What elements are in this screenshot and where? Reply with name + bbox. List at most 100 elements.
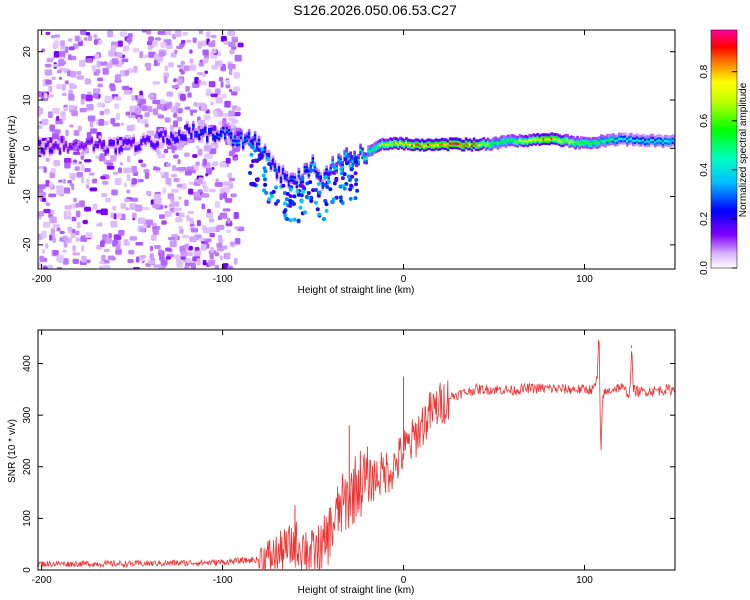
spectrogram-cell	[92, 203, 98, 210]
spectrogram-cell	[359, 143, 362, 147]
spectrogram-cell	[56, 115, 60, 121]
spectrogram-cell	[99, 110, 105, 116]
spectrogram-cell	[237, 140, 241, 144]
spectrogram-cell	[96, 209, 104, 214]
spectrogram-cell	[144, 139, 147, 143]
y-tick-label: 100	[22, 510, 33, 527]
spectrogram-cell	[176, 137, 179, 141]
spectrogram-cell	[373, 142, 376, 146]
spectrogram-cell	[586, 143, 589, 147]
spectrogram-cell	[448, 143, 452, 147]
spectrogram-cell	[538, 140, 542, 144]
spectrogram-cell	[417, 143, 420, 147]
spectrogram-cell	[361, 154, 364, 158]
spectrogram-cell	[540, 137, 544, 141]
spectrogram-cell	[106, 146, 110, 150]
spectrogram-cell	[428, 145, 432, 149]
spectrogram-cell	[230, 241, 235, 246]
spectrogram-cell	[134, 151, 137, 155]
spectrogram-cell	[229, 49, 235, 55]
spectrogram-cell	[148, 135, 151, 139]
spectrogram-cell	[339, 159, 342, 163]
spectrogram-cell	[84, 141, 88, 145]
spectrogram-cell	[323, 169, 327, 173]
spectrogram-cell	[231, 136, 235, 140]
spectrogram-cell	[76, 171, 84, 178]
spectrogram-cell	[331, 155, 335, 159]
spectrogram-cell	[504, 138, 508, 142]
spectrogram-cell	[526, 144, 530, 148]
spectrogram-cell	[620, 134, 623, 138]
spectrogram-cell	[598, 142, 601, 146]
spectrogram-cell	[78, 61, 84, 68]
spectrogram-cell	[116, 142, 120, 146]
spectrogram-cell	[100, 143, 104, 147]
spectrogram-cell	[580, 142, 583, 146]
spectrogram-cell	[60, 40, 65, 47]
spectrogram-cell	[218, 76, 224, 82]
spectrogram-cell	[146, 140, 149, 144]
spectrogram-cell	[548, 135, 551, 139]
spectrogram-cell	[574, 144, 577, 148]
spectrogram-cell	[468, 138, 472, 142]
spectrogram-cell	[174, 134, 177, 138]
spectrogram-cell	[438, 138, 442, 142]
spectrogram-cell	[309, 165, 313, 169]
spectrogram-cell	[343, 149, 346, 153]
spectrogram-cell	[334, 178, 339, 183]
spectrogram-cell	[40, 146, 44, 150]
spectrogram-cell	[253, 139, 257, 143]
spectrogram-cell	[207, 125, 211, 129]
spectrogram-cell	[397, 140, 400, 144]
spectrogram-cell	[544, 133, 548, 137]
spectrogram-cell	[588, 141, 591, 145]
spectrogram-cell	[460, 148, 464, 152]
spectrogram-cell	[263, 145, 267, 149]
spectrogram-cell	[117, 40, 123, 47]
spectrogram-cell	[472, 146, 476, 150]
spectrogram-cell	[639, 137, 643, 141]
spectrogram-cell	[152, 167, 161, 171]
spectrogram-cell	[641, 140, 645, 144]
spectrogram-cell	[176, 262, 184, 268]
spectrogram-cell	[60, 135, 64, 139]
spectrogram-cell	[127, 115, 136, 119]
spectrogram-cell	[139, 227, 145, 233]
spectrogram-cell	[126, 125, 134, 132]
spectrogram-cell	[446, 143, 450, 147]
spectrogram-cell	[231, 193, 237, 198]
spectrogram-cell	[645, 141, 649, 145]
spectrogram-cell	[144, 172, 150, 179]
spectrogram-cell	[108, 50, 116, 57]
spectrogram-cell	[44, 142, 48, 146]
spectrogram-cell	[534, 133, 538, 137]
spectrogram-cell	[379, 141, 382, 145]
spectrogram-cell	[140, 138, 143, 142]
spectrogram-cell	[452, 146, 456, 150]
spectrogram-cell	[297, 167, 301, 171]
spectrogram-cell	[189, 49, 193, 54]
spectrogram-cell	[241, 138, 245, 142]
spectrogram-cell	[415, 147, 418, 151]
spectrogram-cell	[399, 141, 402, 145]
spectrogram-cell	[188, 124, 191, 128]
spectrogram-cell	[135, 256, 140, 263]
spectrogram-cell	[183, 65, 190, 72]
spectrogram-cell	[197, 41, 203, 49]
spectrogram-cell	[620, 132, 623, 136]
spectrogram-cell	[180, 70, 185, 75]
spectrogram-cell	[58, 151, 62, 155]
spectrogram-cell	[173, 145, 177, 151]
spectrogram-cell	[168, 62, 174, 68]
spectrogram-cell	[391, 142, 394, 146]
spectrogram-cell	[570, 144, 573, 148]
spectrogram-cell	[300, 176, 305, 181]
spectrogram-cell	[106, 148, 110, 152]
spectrogram-cell	[54, 145, 58, 149]
spectrogram-cell	[257, 144, 261, 148]
spectrogram-cell	[54, 34, 61, 38]
spectrogram-cell	[405, 136, 408, 140]
spectrogram-cell	[110, 85, 116, 92]
spectrogram-cell	[169, 240, 177, 248]
spectrogram-cell	[349, 154, 354, 159]
